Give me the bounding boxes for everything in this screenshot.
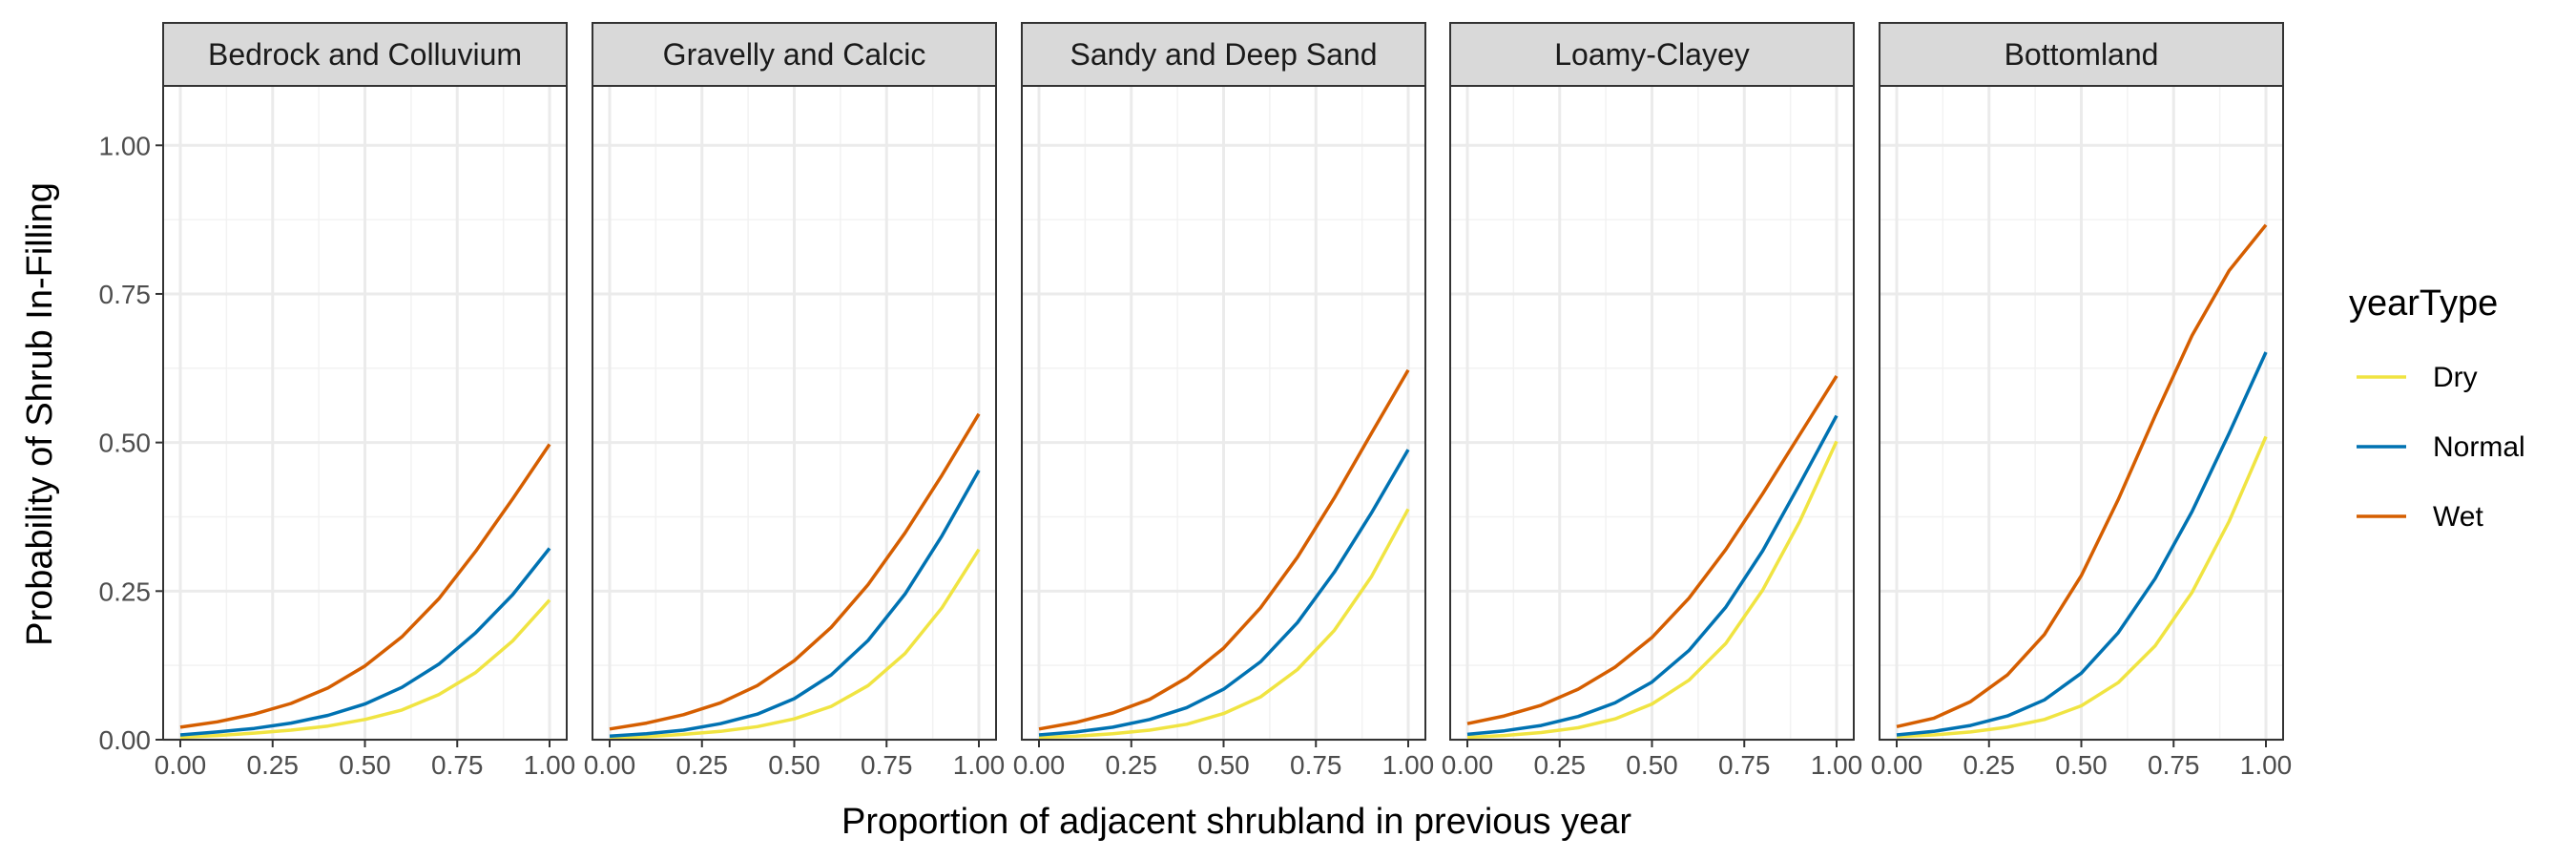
- y-tick-label: 0.00: [99, 725, 152, 755]
- x-tick-label: 1.00: [953, 750, 1006, 780]
- x-tick-label: 0.75: [1290, 750, 1342, 780]
- series-line-wet: [609, 412, 981, 731]
- facet-panel: Gravelly and Calcic 0.00 0.25 0.50 0.75 1.00: [584, 22, 1006, 780]
- facet-strip: [592, 22, 997, 87]
- x-tick-label: 0.50: [2055, 750, 2108, 780]
- x-tick-label: 0.75: [2148, 750, 2200, 780]
- legend: yearType Dry Normal Wet: [2349, 283, 2525, 533]
- series-line-wet: [1466, 374, 1839, 725]
- facet-panel: Loamy-Clayey 0.00 0.25 0.50 0.75 1.00: [1442, 22, 1863, 780]
- facet-strip: [1449, 22, 1855, 87]
- x-tick-label: 0.00: [1013, 750, 1066, 780]
- x-tick-label: 0.75: [431, 750, 484, 780]
- legend-label-normal: Normal: [2433, 431, 2525, 463]
- series-line-normal: [1038, 449, 1410, 737]
- y-tick-label: 0.75: [99, 280, 152, 309]
- series-line-normal: [179, 547, 551, 737]
- legend-label-wet: Wet: [2433, 501, 2483, 533]
- legend-label-dry: Dry: [2433, 362, 2478, 393]
- series-line-wet: [1896, 223, 2268, 729]
- series-line-dry: [1466, 440, 1839, 740]
- series-line-dry: [1896, 435, 2268, 739]
- x-tick-label: 0.00: [1871, 750, 1923, 780]
- x-tick-label: 0.75: [1718, 750, 1771, 780]
- x-tick-label: 0.50: [1197, 750, 1250, 780]
- x-tick-label: 0.25: [247, 750, 300, 780]
- legend-title: yearType: [2349, 283, 2498, 324]
- x-tick-label: 1.00: [524, 750, 576, 780]
- x-tick-label: 0.25: [1963, 750, 2016, 780]
- x-tick-label: 0.00: [584, 750, 636, 780]
- series-line-dry: [1038, 508, 1410, 740]
- x-tick-label: 0.75: [861, 750, 913, 780]
- x-tick-label: 0.00: [155, 750, 207, 780]
- y-tick-label: 0.25: [99, 576, 152, 606]
- x-tick-label: 0.50: [768, 750, 821, 780]
- x-tick-label: 1.00: [2240, 750, 2293, 780]
- x-tick-label: 1.00: [1382, 750, 1435, 780]
- x-tick-label: 0.25: [676, 750, 729, 780]
- x-tick-label: 1.00: [1811, 750, 1863, 780]
- series-line-wet: [179, 443, 551, 729]
- facet-strip: [1021, 22, 1426, 87]
- x-tick-label: 0.50: [1626, 750, 1678, 780]
- facet-strip-label: Bottomland: [2005, 37, 2159, 72]
- facet-strip-label: Sandy and Deep Sand: [1070, 37, 1377, 72]
- facet-strip-label: Bedrock and Colluvium: [208, 37, 522, 72]
- series-line-normal: [1896, 351, 2268, 737]
- series-line-wet: [1038, 368, 1410, 731]
- x-axis-title: Proportion of adjacent shrubland in prev…: [841, 802, 1631, 842]
- facet-panel: Bedrock and Colluvium 0.00 0.25 0.50 0.75 1.0…: [155, 22, 576, 780]
- facet-strip-label: Gravelly and Calcic: [663, 37, 926, 72]
- y-axis: 0.00 0.25 0.50 0.75 1.00: [99, 131, 163, 755]
- x-tick-label: 0.25: [1106, 750, 1158, 780]
- x-tick-label: 0.25: [1534, 750, 1587, 780]
- facet-strip: [162, 22, 568, 87]
- series-line-normal: [1466, 414, 1839, 737]
- x-tick-label: 0.50: [339, 750, 391, 780]
- facet-panel: Bottomland 0.00 0.25 0.50 0.75 1.00: [1871, 22, 2293, 780]
- facet-panel: Sandy and Deep Sand 0.00 0.25 0.50 0.75 1.00: [1013, 22, 1435, 780]
- series-line-normal: [609, 470, 981, 739]
- y-tick-label: 1.00: [99, 131, 152, 160]
- series-line-dry: [179, 598, 551, 740]
- series-line-dry: [609, 548, 981, 740]
- facet-strip-label: Loamy-Clayey: [1554, 37, 1750, 72]
- y-axis-title: Probability of Shrub In-Filling: [20, 182, 60, 646]
- y-tick-label: 0.50: [99, 429, 152, 458]
- x-tick-label: 0.00: [1442, 750, 1494, 780]
